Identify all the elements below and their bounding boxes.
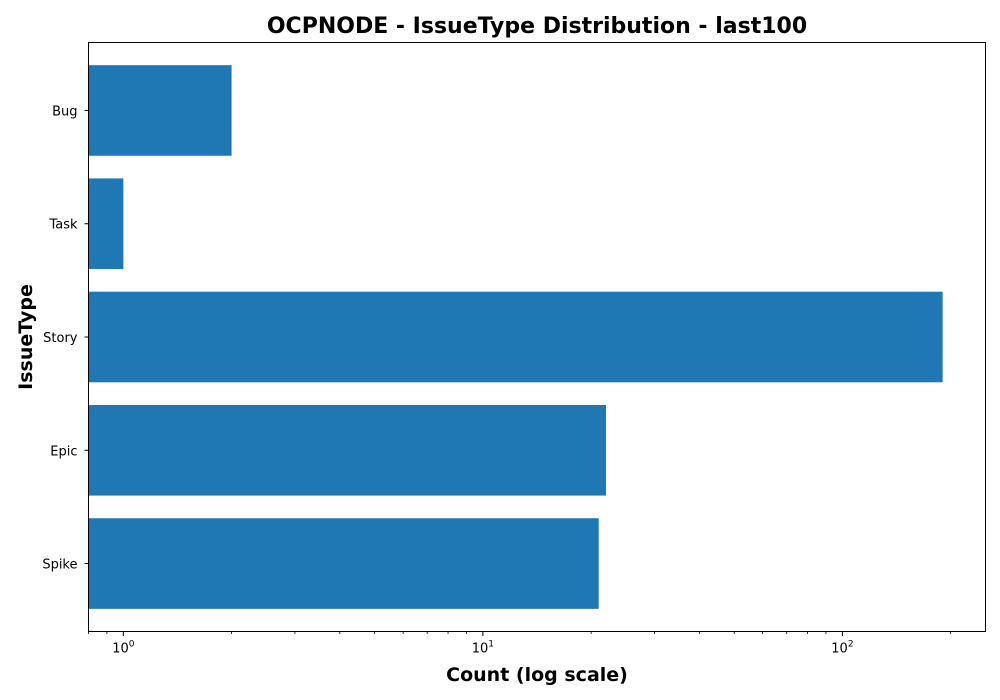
bar-bug: [88, 65, 232, 156]
y-tick-label-spike: Spike: [42, 558, 77, 573]
y-tick-label-story: Story: [43, 331, 78, 346]
x-tick-label-exponent: 2: [848, 640, 854, 650]
bar-story: [88, 291, 943, 383]
y-tick-label-epic: Epic: [50, 444, 77, 459]
x-tick-label-0: 100: [112, 640, 135, 657]
bar-spike: [88, 518, 599, 609]
bars-group: [88, 65, 943, 609]
chart-title: OCPNODE - IssueType Distribution - last1…: [267, 14, 807, 39]
y-axis-label: IssueType: [15, 284, 37, 390]
x-tick-label-exponent: 1: [488, 640, 494, 650]
x-tick-label-base: 10: [112, 642, 129, 657]
x-tick-label-2: 102: [831, 640, 853, 657]
x-tick-label-exponent: 0: [129, 640, 135, 650]
x-tick-label-1: 101: [472, 640, 494, 657]
y-tick-label-bug: Bug: [52, 104, 77, 119]
x-tick-label-base: 10: [831, 642, 848, 657]
y-axis-ticks: Bug Task Story Epic Spike: [42, 104, 89, 573]
plot-frame: [88, 42, 986, 632]
x-tick-label-base: 10: [472, 642, 489, 657]
x-axis-label: Count (log scale): [446, 664, 628, 686]
y-tick-label-task: Task: [48, 218, 78, 233]
x-axis-ticks: 100 101 102: [88, 631, 952, 657]
bar-task: [88, 178, 124, 270]
bar-epic: [88, 404, 606, 496]
